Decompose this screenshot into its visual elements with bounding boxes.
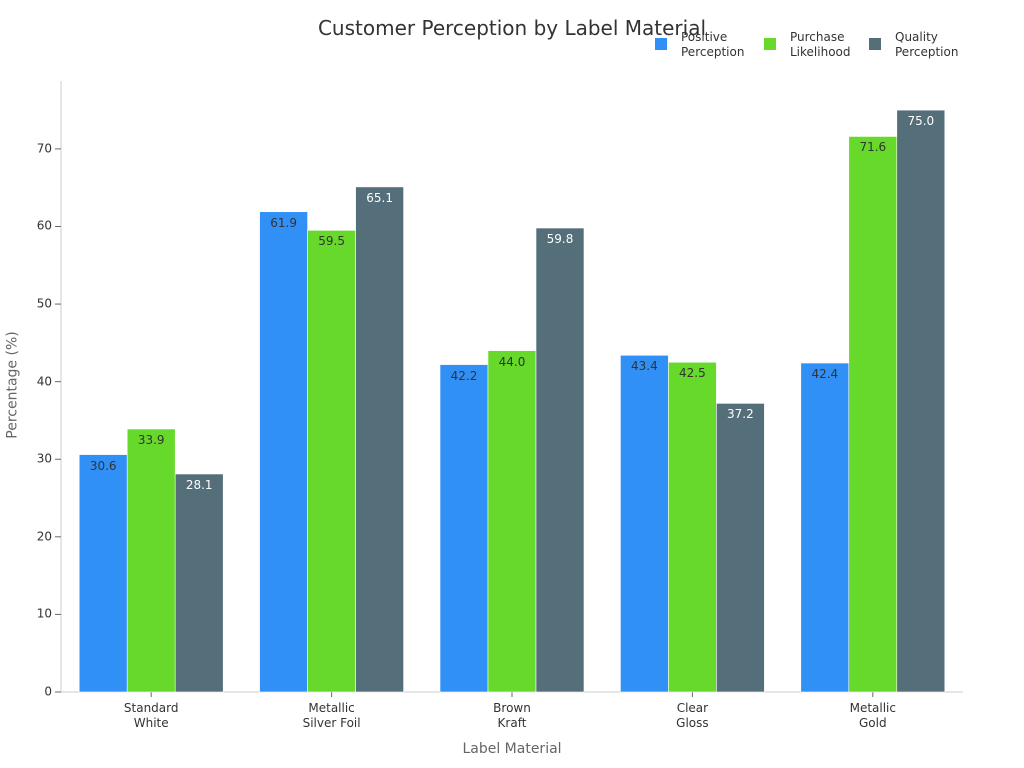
legend-swatch: [869, 38, 881, 50]
value-label: 42.4: [811, 367, 839, 382]
value-label: 65.1: [366, 190, 393, 205]
value-label: 43.4: [631, 359, 658, 374]
bar: [668, 361, 717, 693]
y-tick-label: 20: [36, 529, 52, 544]
y-tick-label: 40: [36, 374, 52, 389]
bar: [487, 350, 537, 693]
x-axis-label: Label Material: [462, 741, 562, 757]
legend-swatch: [764, 38, 776, 50]
value-label: 42.5: [679, 366, 706, 381]
value-label: 75.0: [907, 114, 935, 129]
y-tick-label: 50: [36, 296, 52, 311]
bar: [848, 136, 898, 693]
bar: [896, 109, 946, 693]
bar: [126, 428, 176, 693]
legend-label[interactable]: Quality Perception: [895, 30, 959, 59]
value-label: 71.6: [859, 140, 887, 155]
y-tick-label: 10: [36, 606, 52, 621]
value-label: 42.2: [450, 368, 478, 383]
x-tick-label: Brown Kraft: [493, 701, 531, 730]
bar: [307, 230, 356, 693]
bar: [439, 364, 489, 693]
value-label: 59.8: [546, 232, 574, 247]
value-label: 59.5: [318, 234, 345, 249]
x-tick-label: Clear Gloss: [676, 701, 709, 730]
value-label: 30.6: [89, 458, 117, 473]
x-tick-label: Standard White: [123, 701, 179, 730]
chart-title: Customer Perception by Label Material: [317, 16, 707, 40]
value-label: 28.1: [185, 477, 213, 492]
bar: [716, 403, 765, 693]
y-tick-label: 30: [36, 451, 52, 466]
bar: [259, 211, 308, 693]
legend-swatch: [655, 38, 667, 50]
x-tick-label: Metallic Silver Foil: [302, 701, 361, 730]
y-tick-label: 70: [36, 141, 52, 156]
value-label: 33.9: [137, 432, 165, 447]
x-tick-label: Metallic Gold: [849, 701, 896, 730]
bar: [535, 227, 585, 693]
bar: [174, 473, 224, 693]
bar: [620, 354, 669, 693]
y-tick-label: 60: [36, 218, 52, 233]
value-label: 37.2: [727, 407, 754, 422]
bar: [78, 454, 128, 693]
y-tick-label: 0: [44, 684, 52, 699]
legend-label[interactable]: Purchase Likelihood: [790, 30, 851, 59]
legend-label[interactable]: Positive Perception: [681, 30, 745, 59]
bar: [355, 186, 404, 693]
value-label: 61.9: [270, 215, 297, 230]
y-axis-label: Percentage (%): [4, 331, 21, 439]
value-label: 44.0: [498, 354, 526, 369]
bar: [800, 362, 850, 693]
